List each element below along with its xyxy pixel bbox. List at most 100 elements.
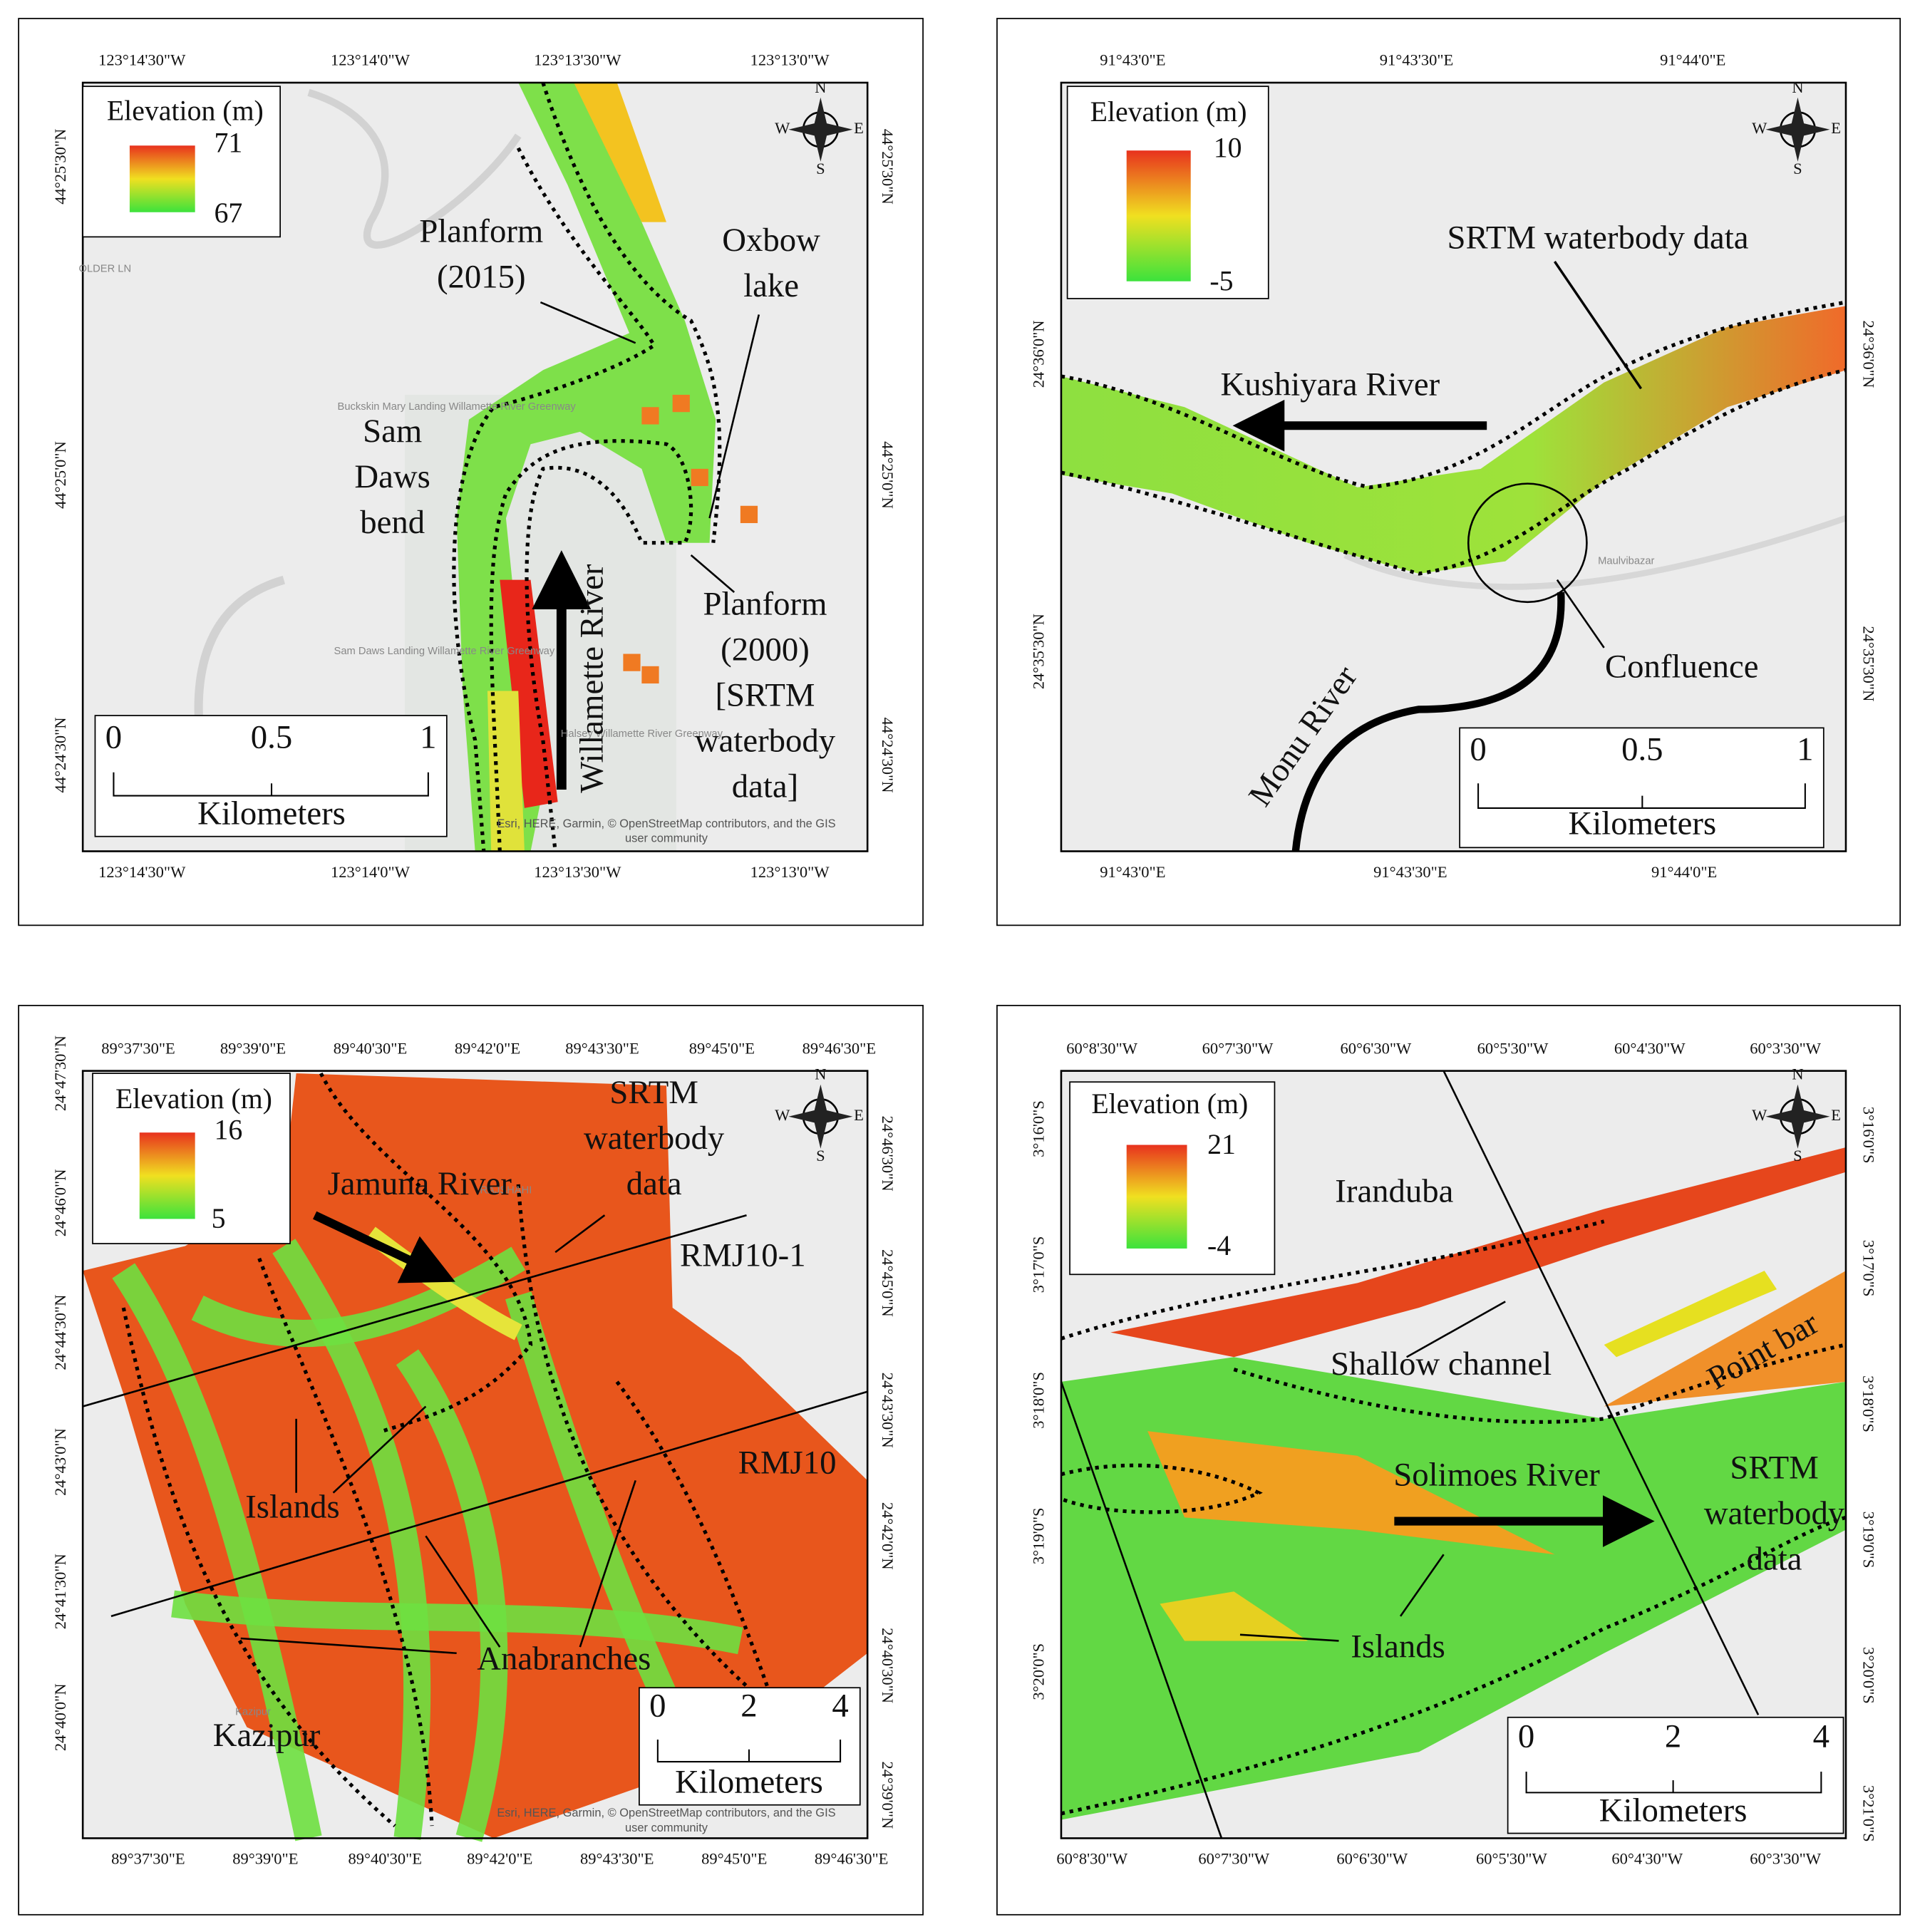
- scale-label: 0.5: [1621, 731, 1663, 768]
- scale-label: 2: [740, 1687, 757, 1724]
- left-coordinate: 3°17'0"S: [1030, 1236, 1048, 1293]
- attribution: user community: [625, 1822, 708, 1834]
- leader: [690, 554, 736, 593]
- left-coordinate: 3°20'0"S: [1030, 1643, 1048, 1700]
- annotation: Anabranches: [477, 1641, 651, 1678]
- legend-min: 67: [215, 197, 243, 229]
- bottom-coordinate: 60°6'30"W: [1336, 1850, 1408, 1868]
- left-coordinate: 24°36'0"N: [1030, 320, 1048, 388]
- anabranch: [171, 1590, 743, 1655]
- right-coordinate: 3°17'0"S: [1859, 1240, 1877, 1297]
- annotation: RMJ10-1: [680, 1237, 806, 1274]
- monu-river: [1291, 592, 1565, 852]
- compass-star: [1765, 1084, 1830, 1149]
- bottom-coordinate: 89°46'30"E: [815, 1850, 888, 1868]
- left-coordinate: 3°16'0"S: [1030, 1100, 1048, 1157]
- top-coordinate: 123°14'0"W: [331, 51, 411, 69]
- bottom-coordinate: 91°43'30"E: [1373, 863, 1447, 881]
- road: [1343, 515, 1847, 590]
- annotation: data]: [732, 768, 798, 805]
- compass-e: E: [1831, 119, 1841, 137]
- point-bar: [1604, 1271, 1777, 1358]
- left-coordinate: 44°25'30"N: [51, 129, 69, 205]
- annotation: (2015): [437, 259, 526, 296]
- pixel: [623, 654, 641, 671]
- bottom-coordinate: 123°14'30"W: [98, 863, 186, 881]
- basemap-label: Kazipur: [235, 1707, 271, 1718]
- scale-box: [639, 1687, 861, 1806]
- leader: [1553, 261, 1643, 390]
- bank-high: [1604, 1271, 1846, 1407]
- right-coordinate: 24°42'0"N: [879, 1502, 897, 1570]
- annotation: Confluence: [1605, 649, 1758, 686]
- compass-e: E: [854, 1106, 864, 1124]
- top-coordinate: 60°7'30"W: [1202, 1039, 1274, 1057]
- top-coordinate: 60°6'30"W: [1341, 1039, 1412, 1057]
- bottom-coordinate: 89°42'0"E: [467, 1850, 532, 1868]
- scale-label: 0: [649, 1687, 666, 1724]
- legend-title: Elevation (m): [1091, 1088, 1248, 1120]
- basemap-label: RAJSHAHI: [480, 1184, 532, 1196]
- bottom-coordinate: 60°4'30"W: [1611, 1850, 1683, 1868]
- legend-max: 71: [215, 127, 243, 158]
- annotation: Islands: [1351, 1628, 1445, 1665]
- scale-box: [94, 715, 448, 837]
- right-coordinate: 3°16'0"S: [1859, 1107, 1877, 1164]
- mid-elevation: [487, 691, 525, 852]
- compass-n: N: [815, 1065, 826, 1083]
- annotation: data: [1747, 1540, 1802, 1577]
- leader: [425, 1535, 501, 1648]
- compass-e: E: [854, 119, 864, 137]
- legend-ramp: [1126, 150, 1191, 281]
- bottom-coordinate: 60°8'30"W: [1056, 1850, 1127, 1868]
- right-coordinate: 24°43'30"N: [879, 1373, 897, 1448]
- legend-ramp: [139, 1132, 195, 1219]
- bottom-coordinate: 89°37'30"E: [111, 1850, 185, 1868]
- legend-ramp: [129, 145, 195, 212]
- annotation: Jamuna River: [328, 1165, 512, 1202]
- annotation: [SRTM: [715, 677, 815, 714]
- compass-s: S: [816, 160, 825, 177]
- annotation: Iranduba: [1335, 1172, 1453, 1209]
- attribution: user community: [625, 832, 708, 845]
- compass-n: N: [815, 78, 826, 96]
- left-coordinate: 24°46'0"N: [51, 1169, 69, 1237]
- river-surface: [574, 82, 666, 222]
- annotation: lake: [743, 267, 799, 304]
- right-coordinate: 44°25'30"N: [879, 129, 897, 205]
- compass-star: [788, 97, 853, 162]
- annotation: SRTM: [609, 1074, 698, 1111]
- annotation: Islands: [245, 1489, 339, 1526]
- scale-label: 0: [1518, 1718, 1534, 1755]
- bottom-coordinate: 89°39'0"E: [232, 1850, 298, 1868]
- scale-unit: Kilometers: [197, 795, 346, 832]
- scale-box: [1507, 1716, 1844, 1834]
- transect: [1442, 1070, 1760, 1715]
- top-coordinate: 60°5'30"W: [1477, 1039, 1549, 1057]
- leader: [1239, 1633, 1339, 1642]
- right-coordinate: 24°45'0"N: [879, 1249, 897, 1317]
- top-coordinate: 123°13'30"W: [534, 51, 621, 69]
- scale-unit: Kilometers: [675, 1764, 823, 1801]
- scale-unit: Kilometers: [1568, 805, 1716, 842]
- annotation: (2000): [721, 631, 810, 668]
- left-coordinate: 24°47'30"N: [51, 1035, 69, 1111]
- dotted-planform: [452, 82, 722, 852]
- compass-s: S: [816, 1147, 825, 1164]
- arrow: [313, 1211, 455, 1283]
- basemap-label: OLDER LN: [79, 263, 132, 274]
- left-coordinate: 3°18'0"S: [1030, 1372, 1048, 1429]
- transect: [1060, 1381, 1223, 1839]
- right-coordinate: 24°46'30"N: [879, 1116, 897, 1192]
- right-coordinate: 3°19'0"S: [1859, 1512, 1877, 1569]
- top-coordinate: 91°44'0"E: [1660, 51, 1725, 69]
- compass-star: [1765, 97, 1830, 162]
- right-coordinate: 24°36'0"N: [1859, 320, 1877, 388]
- scale-unit: Kilometers: [1599, 1792, 1748, 1829]
- compass-w: W: [775, 119, 790, 137]
- annotation: data: [626, 1165, 682, 1202]
- dotted-bank: [121, 1072, 792, 1828]
- compass-n: N: [1792, 78, 1803, 96]
- annotation: Sam: [363, 413, 422, 450]
- annotation: Daws: [354, 458, 430, 495]
